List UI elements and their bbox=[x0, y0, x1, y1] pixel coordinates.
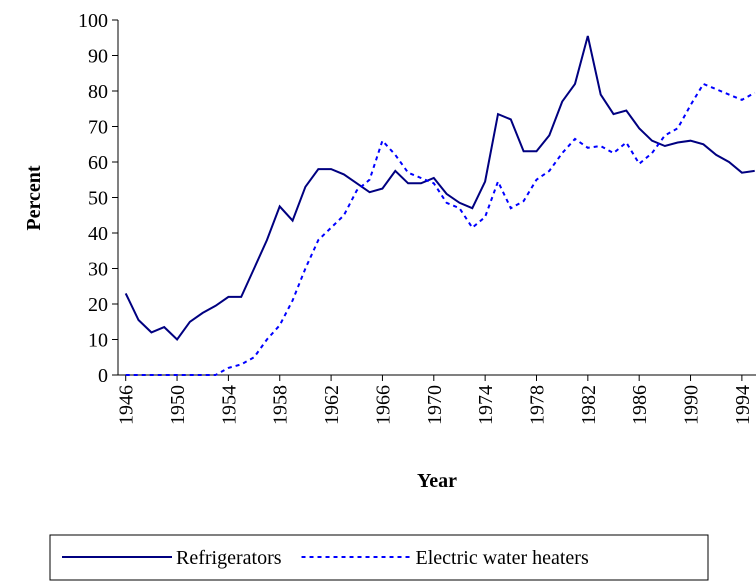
y-tick-label: 40 bbox=[88, 223, 108, 245]
x-axis-title: Year bbox=[417, 470, 457, 492]
x-tick-label: 1966 bbox=[372, 385, 394, 425]
y-tick-label: 0 bbox=[98, 365, 108, 387]
x-tick-label: 1958 bbox=[270, 385, 292, 425]
legend-label: Refrigerators bbox=[176, 547, 282, 569]
x-tick-label: 1970 bbox=[424, 385, 446, 425]
x-tick-label: 1962 bbox=[321, 385, 343, 425]
y-tick-label: 60 bbox=[88, 152, 108, 174]
legend-label: Electric water heaters bbox=[416, 547, 589, 569]
y-tick-label: 10 bbox=[88, 330, 108, 352]
y-tick-label: 100 bbox=[78, 10, 108, 32]
x-tick-label: 1954 bbox=[218, 385, 240, 425]
x-tick-label: 1974 bbox=[475, 385, 497, 425]
y-tick-label: 80 bbox=[88, 81, 108, 103]
y-tick-label: 70 bbox=[88, 117, 108, 139]
x-tick-label: 1990 bbox=[681, 385, 703, 425]
x-tick-label: 1982 bbox=[578, 385, 600, 425]
x-tick-label: 1994 bbox=[732, 385, 754, 425]
x-tick-label: 1978 bbox=[526, 385, 548, 425]
series-line bbox=[124, 35, 755, 342]
y-tick-label: 30 bbox=[88, 259, 108, 281]
y-tick-label: 50 bbox=[88, 188, 108, 210]
x-tick-label: 1950 bbox=[167, 385, 189, 425]
x-tick-label: 1986 bbox=[629, 385, 651, 425]
y-axis-title: Percent bbox=[23, 165, 45, 230]
series-line bbox=[125, 82, 756, 376]
y-tick-label: 90 bbox=[88, 46, 108, 68]
x-tick-label: 1946 bbox=[116, 385, 138, 425]
y-tick-label: 20 bbox=[88, 294, 108, 316]
